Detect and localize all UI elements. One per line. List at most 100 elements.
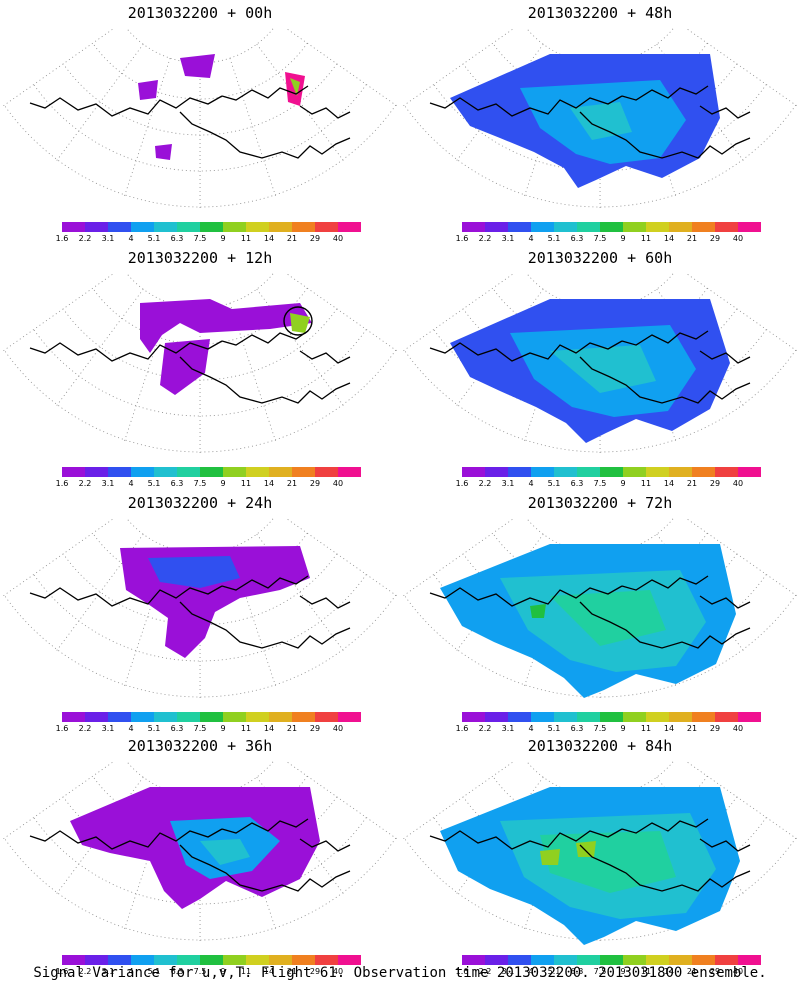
colorbar-tick-label: 1.6 [455,479,469,488]
colorbar-tick-label: 6.3 [170,234,184,243]
colorbar-tick-label: 6.3 [570,479,584,488]
colorbar-swatch [246,712,269,722]
colorbar-tick-label: 5.1 [147,234,161,243]
colorbar-tick-label: 11 [240,234,252,243]
colorbar-swatch [485,467,508,477]
colorbar-swatch [223,222,246,232]
panel-title: 2013032200 + 60h [527,249,673,267]
colorbar-tick-label: 3.1 [101,724,115,733]
variance-contour [290,313,310,333]
colorbar-swatch [531,467,554,477]
colorbar-tick-label: 1.6 [55,967,69,976]
colorbar-tick-label: 21 [286,967,298,976]
colorbar-swatch [62,955,85,965]
colorbar-swatch [623,955,646,965]
colorbar-tick-label: 29 [709,479,721,488]
colorbar-labels: 1.6 2.2 3.1 4 5.1 6.3 7.5 9 11 14 21 29 40 [456,967,761,977]
colorbar-swatch [315,467,338,477]
colorbar-swatch [223,712,246,722]
colorbar-tick-label: 4 [128,724,134,733]
coastlines [429,85,751,159]
colorbar-tick-label: 6.3 [570,724,584,733]
colorbar-swatch [554,467,577,477]
colorbar-swatch [623,712,646,722]
colorbar-swatch [485,712,508,722]
colorbar-tick-label: 7.5 [193,967,207,976]
colorbar-swatch [338,955,361,965]
colorbar-tick-label: 14 [263,724,275,733]
coastlines [429,818,751,892]
colorbar-swatch [738,955,761,965]
colorbar-tick-label: 40 [732,479,744,488]
colorbar-tick-label: 40 [332,967,344,976]
variance-contour [138,80,158,100]
colorbar [462,222,761,232]
colorbar-swatch [223,955,246,965]
colorbar-tick-label: 2.2 [78,724,92,733]
map-panel: 2013032200 + 24h 1.6 2.2 3.1 4 5.1 6.3 7.5 9 11 14… [0,490,400,733]
colorbar-swatch [462,467,485,477]
colorbar [462,955,761,965]
polar-stereographic-map [403,518,797,699]
colorbar-labels: 1.6 2.2 3.1 4 5.1 6.3 7.5 9 11 14 21 29 40 [56,479,361,489]
colorbar [62,955,361,965]
variance-field [70,787,320,909]
colorbar-swatch [715,222,738,232]
variance-contour [550,590,666,646]
map-panel: 2013032200 + 48h 1.6 2.2 3.1 4 5.1 6.3 7.5 9 11 14… [400,0,800,243]
colorbar-swatch [531,712,554,722]
colorbar-tick-label: 21 [686,234,698,243]
colorbar-swatch [200,467,223,477]
colorbar-swatch [577,712,600,722]
colorbar-swatch [292,222,315,232]
colorbar-swatch [108,222,131,232]
polar-stereographic-map [3,273,397,454]
colorbar-tick-label: 21 [686,967,698,976]
colorbar-swatch [85,712,108,722]
colorbar-swatch [646,955,669,965]
colorbar-labels: 1.6 2.2 3.1 4 5.1 6.3 7.5 9 11 14 21 29 40 [56,967,361,977]
colorbar-tick-label: 11 [640,479,652,488]
colorbar-tick-label: 9 [620,234,626,243]
colorbar-tick-label: 14 [263,234,275,243]
colorbar-tick-label: 5.1 [547,724,561,733]
colorbar-tick-label: 9 [220,234,226,243]
colorbar-tick-label: 4 [128,967,134,976]
colorbar-swatch [577,955,600,965]
colorbar-swatch [692,955,715,965]
colorbar-swatch [269,467,292,477]
colorbar-tick-label: 29 [309,967,321,976]
colorbar-swatch [131,222,154,232]
colorbar-swatch [485,955,508,965]
variance-field [120,546,310,658]
colorbar-swatch [85,467,108,477]
colorbar-swatch [669,222,692,232]
variance-contour [550,345,656,393]
colorbar-swatch [577,222,600,232]
colorbar-swatch [62,467,85,477]
colorbar-swatch [269,712,292,722]
colorbar-swatch [177,222,200,232]
colorbar-tick-label: 29 [309,724,321,733]
colorbar-tick-label: 21 [686,479,698,488]
colorbar-tick-label: 3.1 [501,234,515,243]
colorbar-labels: 1.6 2.2 3.1 4 5.1 6.3 7.5 9 11 14 21 29 40 [456,234,761,244]
panel-title: 2013032200 + 24h [127,494,273,512]
coastlines [429,330,751,404]
variance-contour [576,841,596,857]
colorbar-swatch [62,222,85,232]
colorbar-tick-label: 1.6 [455,967,469,976]
colorbar-swatch [508,222,531,232]
colorbar-swatch [715,712,738,722]
colorbar-tick-label: 4 [528,967,534,976]
colorbar-tick-label: 21 [286,234,298,243]
colorbar-swatch [462,712,485,722]
colorbar-tick-label: 1.6 [55,234,69,243]
colorbar-swatch [531,955,554,965]
polar-stereographic-map [403,761,797,945]
variance-field [140,299,312,395]
variance-contour [200,839,250,865]
colorbar-tick-label: 4 [128,479,134,488]
panel-title: 2013032200 + 00h [127,4,273,22]
colorbar-swatch [108,467,131,477]
